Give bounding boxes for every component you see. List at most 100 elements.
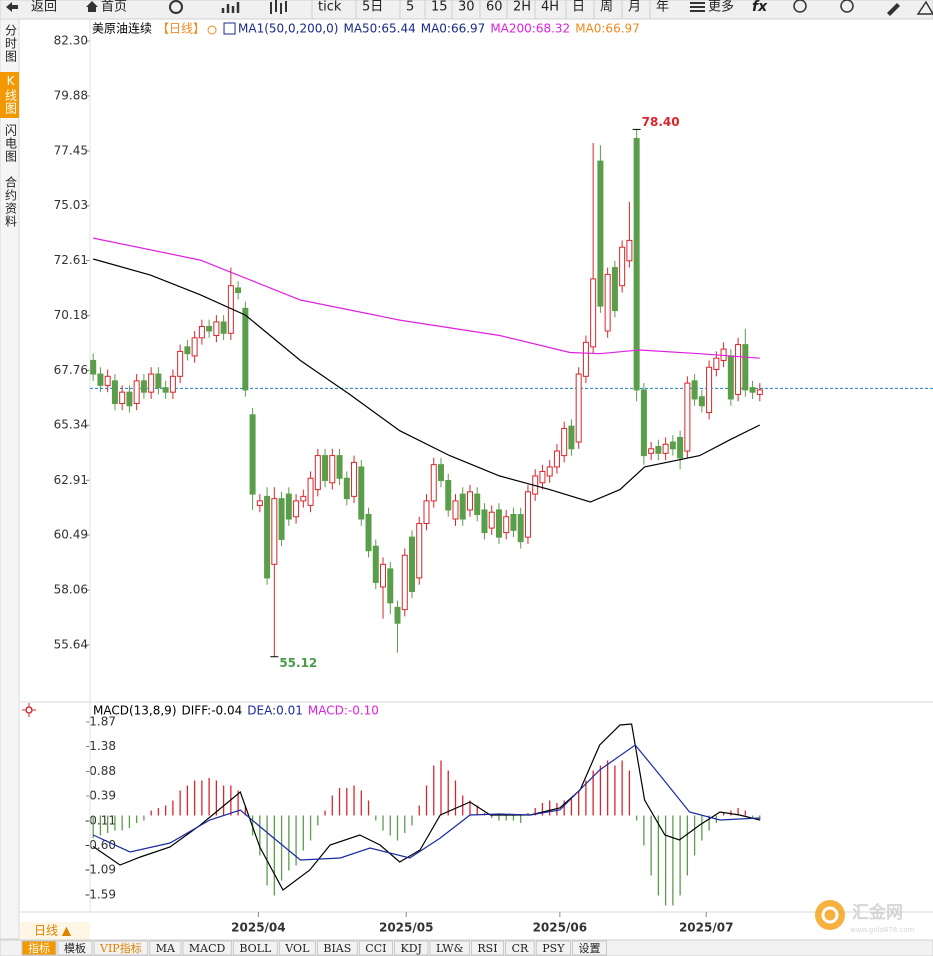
bottom-tab[interactable]: 模板 (64, 941, 86, 955)
draw-button[interactable] (887, 3, 900, 16)
candle-body (90, 359, 97, 375)
candle-body (706, 366, 713, 414)
watermark-logo (815, 900, 845, 930)
sidebar-tab[interactable]: 闪电图 (4, 124, 18, 163)
tab-group: PSY (535, 940, 571, 956)
tab-group: VOL (278, 940, 316, 956)
tab-bg (232, 940, 278, 956)
sidebar-tab[interactable]: 合约资料 (4, 175, 18, 228)
candle-body (351, 461, 358, 497)
period-button[interactable]: 月 (628, 0, 641, 15)
candle-body (423, 500, 430, 525)
tab-group: 模板 (57, 940, 93, 956)
period-button[interactable]: 2H (513, 0, 531, 15)
bottom-tab[interactable]: BOLL (239, 942, 272, 955)
candle-button[interactable] (270, 0, 287, 14)
bottom-tab[interactable]: VOL (284, 942, 310, 955)
legend-entry: MACD(13,8,9) (93, 704, 177, 718)
legend-period: 【日线】 (157, 22, 205, 36)
candle-body (256, 500, 263, 506)
y-tick-label: 67.76 (54, 363, 88, 377)
bottom-tab[interactable]: PSY (542, 942, 565, 955)
more-button[interactable]: 更多 (708, 0, 734, 15)
legend-icon[interactable] (207, 25, 217, 35)
zoom-out-button[interactable] (793, 0, 807, 13)
candle-body (575, 373, 582, 443)
candle-body (582, 341, 589, 377)
period-button[interactable]: 4H (541, 0, 559, 15)
back-button[interactable]: 返回 (31, 0, 57, 15)
zoom-in-button[interactable] (840, 0, 854, 13)
candle-body (343, 477, 350, 500)
bottom-tab[interactable]: RSI (477, 942, 497, 955)
candle-body (169, 375, 176, 393)
bottom-tab[interactable]: BIAS (323, 942, 351, 955)
tab-group: RSI (470, 940, 505, 956)
bottom-tab[interactable]: CR (512, 942, 529, 955)
refresh-button[interactable] (169, 0, 183, 14)
bottom-tab[interactable]: 指标 (28, 941, 50, 955)
tab-bg (535, 940, 571, 956)
bottom-tab[interactable]: VIP指标 (99, 941, 142, 955)
period-button[interactable]: 30 (458, 0, 475, 15)
period-button[interactable]: tick (318, 0, 342, 15)
candle-body (524, 491, 531, 538)
period-button[interactable]: 5 (406, 0, 414, 15)
sidebar-tab[interactable]: K线图 (4, 74, 18, 115)
bottom-tab[interactable]: 设置 (578, 942, 600, 955)
candle-body (380, 563, 387, 588)
period-button[interactable]: 年 (656, 0, 669, 15)
period-tab[interactable]: 日线 ▲ (34, 924, 72, 938)
y-tick-label: -1.09 (85, 863, 116, 877)
candle-body (358, 466, 365, 520)
x-tick-label: 2025/04 (231, 921, 285, 935)
shape-button[interactable] (916, 0, 933, 15)
watermark-brand: 汇金网 (852, 902, 903, 923)
period-button[interactable]: 周 (600, 0, 613, 15)
period-button[interactable]: 日 (572, 0, 585, 15)
period-button[interactable]: 5日 (362, 0, 383, 15)
candle-body (539, 470, 546, 484)
home-button[interactable]: 首页 (101, 0, 127, 15)
legend-entry: MA0:66.97 (575, 22, 640, 36)
candle-body (97, 373, 104, 386)
bottom-tab[interactable]: MACD (189, 942, 226, 955)
candle-body (597, 160, 604, 307)
back-icon[interactable] (6, 2, 18, 12)
bottom-tab[interactable]: KDJ (400, 942, 421, 955)
legend-title: 美原油连续 (92, 21, 152, 36)
tab-bg (470, 940, 505, 956)
candle-body (727, 355, 734, 400)
tab-bg (429, 940, 470, 956)
bottom-tab[interactable]: CCI (365, 942, 386, 955)
home-icon[interactable] (86, 1, 98, 12)
more-icon[interactable] (690, 2, 705, 12)
macd-settings[interactable] (25, 706, 33, 714)
sidebar-active (0, 72, 19, 118)
fx-button[interactable]: fx (752, 0, 768, 15)
candle-body (626, 239, 633, 262)
y-tick-label: 62.91 (54, 473, 88, 487)
candle-body (293, 500, 300, 518)
candle-body (394, 606, 401, 624)
period-tab-bg (20, 922, 90, 940)
bottom-tab[interactable]: MA (156, 942, 176, 955)
bottom-tab[interactable]: LW& (436, 942, 464, 955)
candle-body (459, 493, 466, 520)
candle-body (517, 513, 524, 543)
tab-group: KDJ (393, 940, 429, 956)
period-button[interactable]: 15 (431, 0, 448, 15)
y-tick-label: 65.34 (54, 418, 88, 432)
tab-bg (358, 940, 393, 956)
sidebar-tab[interactable]: 分时图 (4, 24, 18, 63)
chart-type-button[interactable] (221, 2, 240, 13)
candle-body (495, 509, 502, 538)
y-tick-label: 0.39 (89, 789, 116, 803)
x-tick-label: 2025/07 (679, 921, 733, 935)
period-button[interactable]: 60 (486, 0, 503, 15)
candle-body (242, 307, 249, 391)
candle-body (372, 545, 379, 583)
candle-body (300, 495, 307, 502)
x-tick-label: 2025/06 (533, 921, 587, 935)
